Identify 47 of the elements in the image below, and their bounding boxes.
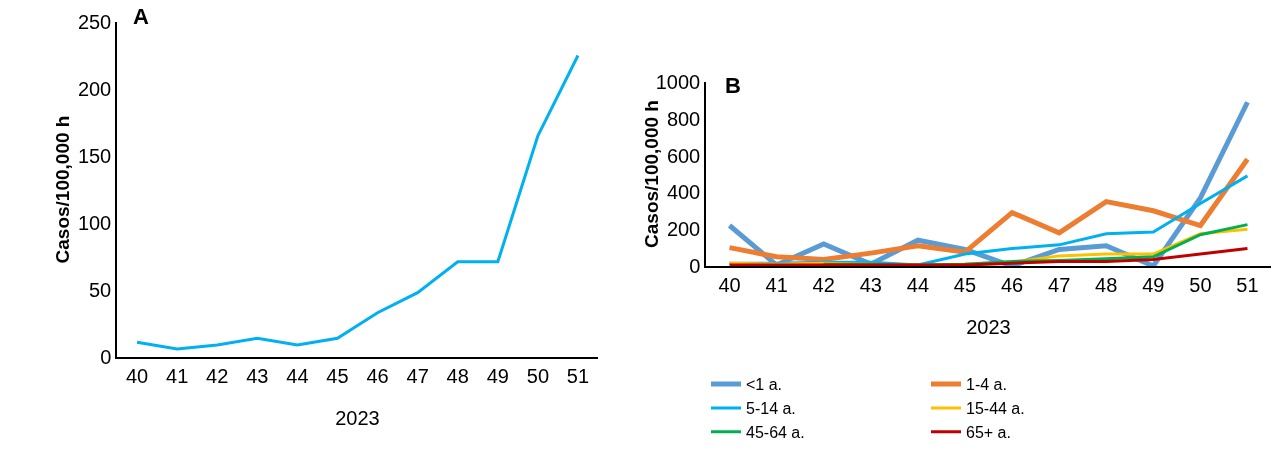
x-tick-label: 47 [406,364,429,387]
x-tick-label: 40 [718,273,741,296]
x-tick-label: 41 [166,364,189,387]
legend-label: 65+ a. [966,423,1011,441]
x-tick-label: 51 [566,364,590,387]
y-tick-label: 1000 [655,71,701,93]
x-tick-label: 45 [953,273,977,296]
y-tick-label: 800 [666,107,701,130]
y-tick-label: 200 [77,78,112,100]
y-tick-label: 100 [77,212,112,234]
y-tick-label: 0 [689,255,701,277]
legend-label: 5-14 a. [746,400,796,418]
x-tick-label: 47 [1048,273,1071,296]
x-axis-title: 2023 [966,315,1011,338]
x-tick-label: 44 [286,364,309,387]
x-tick-label: 42 [206,364,229,387]
legend-label: 15-44 a. [966,400,1025,418]
x-tick-label: 48 [1095,273,1118,296]
x-tick-label: 46 [366,364,389,387]
legend-label: 45-64 a. [746,423,805,441]
x-tick-label: 42 [812,273,835,296]
y-tick-label: 150 [77,145,112,167]
x-tick-label: 49 [486,364,509,387]
y-tick-label: 200 [666,218,701,241]
x-tick-label: 50 [1189,273,1212,296]
x-tick-label: 50 [526,364,550,387]
y-axis-title: Casos/100,000 h [640,100,662,248]
legend-label: 1-4 a. [966,376,1007,394]
legend-label: <1 a. [746,376,783,394]
y-tick-label: 400 [666,181,701,204]
x-axis-title: 2023 [335,406,380,429]
x-tick-label: 45 [326,364,349,387]
x-tick-label: 40 [125,364,149,387]
x-tick-label: 43 [859,273,882,296]
x-tick-label: 43 [246,364,269,387]
annotation: A [133,4,149,29]
x-tick-label: 48 [446,364,469,387]
y-tick-label: 600 [666,144,701,167]
x-tick-label: 46 [1000,273,1024,296]
annotation: B [725,73,741,98]
x-tick-label: 44 [906,273,930,296]
y-tick-label: 250 [77,11,112,33]
x-tick-label: 49 [1142,273,1165,296]
x-tick-label: 51 [1236,273,1259,296]
x-tick-label: 41 [765,273,788,296]
y-axis-title: Casos/100,000 h [51,115,73,264]
y-tick-label: 0 [100,346,112,368]
